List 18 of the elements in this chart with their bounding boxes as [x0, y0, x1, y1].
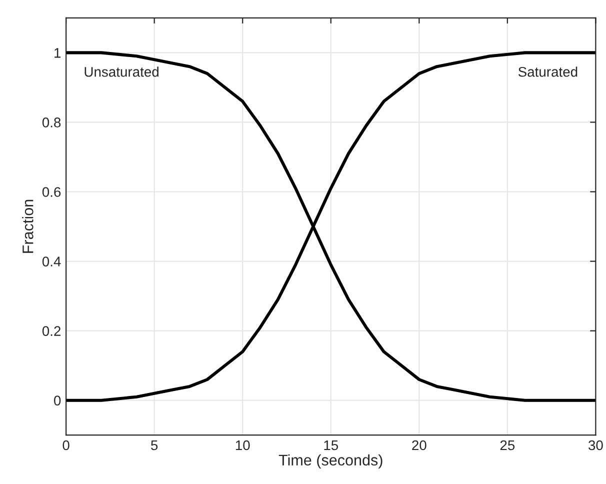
x-tick-label: 30 — [588, 440, 603, 450]
y-tick-label: 0 — [54, 396, 61, 406]
y-tick-label: 0.6 — [42, 187, 61, 197]
x-tick-label: 10 — [236, 440, 250, 450]
y-tick-label: 0.8 — [42, 118, 61, 128]
y-tick-label: 0.2 — [42, 326, 60, 336]
x-tick-label: 15 — [324, 440, 338, 450]
y-tick-label: 1 — [54, 48, 61, 58]
x-tick-label: 20 — [412, 440, 426, 450]
x-axis-title: Time (seconds) — [278, 454, 382, 469]
x-tick-label: 0 — [62, 440, 70, 450]
series-label: Unsaturated — [84, 66, 158, 77]
series-label: Saturated — [518, 66, 578, 77]
y-axis-title: Fraction — [22, 200, 34, 253]
line-series — [66, 51, 596, 402]
y-tick-label: 0.4 — [42, 256, 61, 266]
x-tick-label: 5 — [151, 440, 158, 450]
x-tick-label: 25 — [500, 440, 515, 450]
